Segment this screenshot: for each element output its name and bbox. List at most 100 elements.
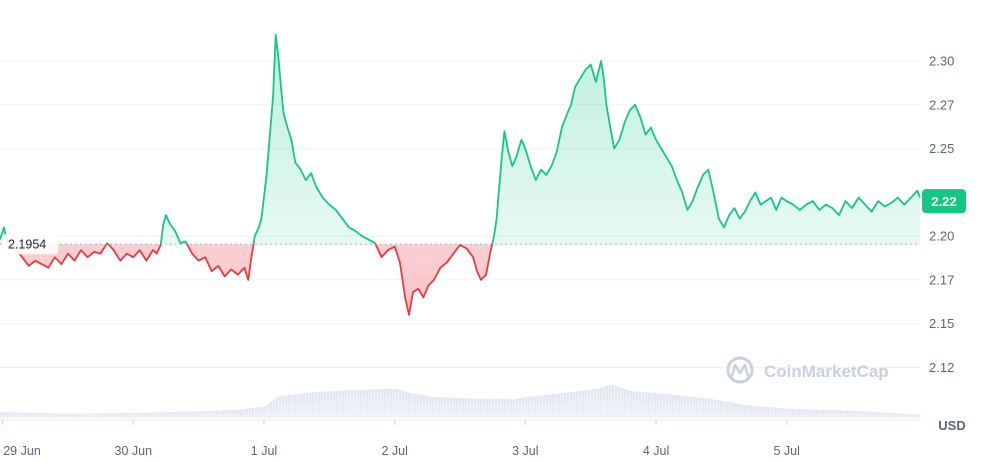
volume-bar: [606, 385, 609, 418]
x-tick-label: 3 Jul: [512, 444, 538, 458]
volume-bar: [633, 391, 636, 418]
x-tick-label: 1 Jul: [251, 444, 277, 458]
volume-bar: [12, 412, 15, 418]
volume-bar: [381, 389, 384, 418]
volume-bar: [297, 394, 300, 418]
volume-bar: [753, 405, 756, 418]
volume-bar: [201, 411, 204, 418]
current-price-badge-bg: [922, 189, 966, 214]
volume-bar: [318, 391, 321, 418]
volume-bar: [354, 390, 357, 418]
volume-bar: [183, 411, 186, 418]
volume-bar: [78, 413, 81, 418]
volume-bar: [264, 406, 267, 418]
volume-bar: [255, 407, 258, 418]
volume-bar: [651, 392, 654, 418]
volume-bar: [510, 399, 513, 418]
volume-bar: [468, 398, 471, 418]
y-tick: 2.30: [929, 54, 954, 69]
volume-bar: [270, 401, 273, 418]
y-tick: 2.17: [929, 272, 954, 287]
volume-bar: [294, 394, 297, 418]
watermark-text: CoinMarketCap: [764, 362, 889, 381]
volume-bar: [411, 393, 414, 418]
volume-bar: [657, 393, 660, 418]
volume-bar: [228, 410, 231, 418]
volume-bar: [144, 412, 147, 418]
volume-bar: [603, 386, 606, 418]
x-tick: 2 Jul: [381, 420, 408, 458]
volume-bar: [453, 397, 456, 418]
volume-bar: [708, 398, 711, 418]
y-tick-label: 2.15: [929, 316, 954, 331]
volume-bar: [660, 393, 663, 418]
volume-bar: [558, 393, 561, 418]
volume-bar: [444, 397, 447, 418]
volume-bar: [909, 414, 912, 418]
volume-bar: [792, 408, 795, 418]
y-tick-label: 2.30: [929, 54, 954, 69]
volume-bar: [789, 408, 792, 418]
volume-bar: [150, 412, 153, 418]
volume-bar: [489, 399, 492, 418]
volume-bar: [795, 409, 798, 418]
volume-bar: [99, 413, 102, 418]
price-area: [0, 34, 920, 315]
volume-bar: [216, 410, 219, 418]
x-tick-label: 4 Jul: [643, 444, 669, 458]
volume-bar: [891, 413, 894, 418]
volume-bar: [204, 411, 207, 418]
volume-bar: [693, 397, 696, 418]
volume-bar: [174, 411, 177, 418]
y-tick-label: 2.20: [929, 229, 954, 244]
volume-bar: [696, 397, 699, 418]
volume-bar: [426, 395, 429, 418]
volume-bar: [402, 390, 405, 418]
volume-bar: [282, 395, 285, 418]
volume-bar: [132, 412, 135, 418]
coinmarketcap-logo-icon: [726, 356, 754, 384]
volume-bar: [360, 389, 363, 418]
y-tick-label: 2.25: [929, 141, 954, 156]
volume-bar: [42, 413, 45, 418]
volume-bar: [285, 395, 288, 418]
volume-bar: [648, 392, 651, 418]
volume-bar: [336, 391, 339, 418]
volume-bar: [738, 403, 741, 418]
x-tick: 3 Jul: [512, 420, 539, 458]
volume-bar: [177, 411, 180, 418]
volume-bar: [675, 395, 678, 418]
x-tick-label: 30 Jun: [115, 444, 153, 458]
volume-bar: [717, 400, 720, 418]
volume-bar: [576, 391, 579, 418]
volume-bar: [762, 406, 765, 418]
volume-bar: [714, 399, 717, 418]
volume-bar: [870, 411, 873, 418]
volume-bar: [618, 387, 621, 418]
current-price-badge: 2.22: [922, 189, 966, 214]
volume-bar: [579, 390, 582, 418]
volume-bar: [114, 413, 117, 418]
volume-bar: [774, 407, 777, 418]
volume-bar: [45, 413, 48, 418]
currency-label: USD: [938, 418, 965, 433]
volume-bar: [810, 409, 813, 418]
volume-bar: [639, 391, 642, 418]
volume-bar: [765, 406, 768, 418]
volume-bar: [594, 389, 597, 418]
volume-bar: [435, 397, 438, 418]
volume-bar: [516, 398, 519, 418]
volume-bar: [156, 412, 159, 418]
volume-bar: [699, 397, 702, 418]
volume-bar: [261, 406, 264, 418]
volume-bar: [441, 397, 444, 418]
volume-bar: [162, 412, 165, 418]
volume-bar: [417, 394, 420, 418]
volume-bar: [690, 396, 693, 418]
volume-bar: [345, 390, 348, 418]
volume-bar: [615, 386, 618, 418]
volume-bar: [627, 390, 630, 418]
volume-bar: [492, 399, 495, 418]
volume-bar: [465, 398, 468, 418]
volume-bar: [123, 413, 126, 418]
